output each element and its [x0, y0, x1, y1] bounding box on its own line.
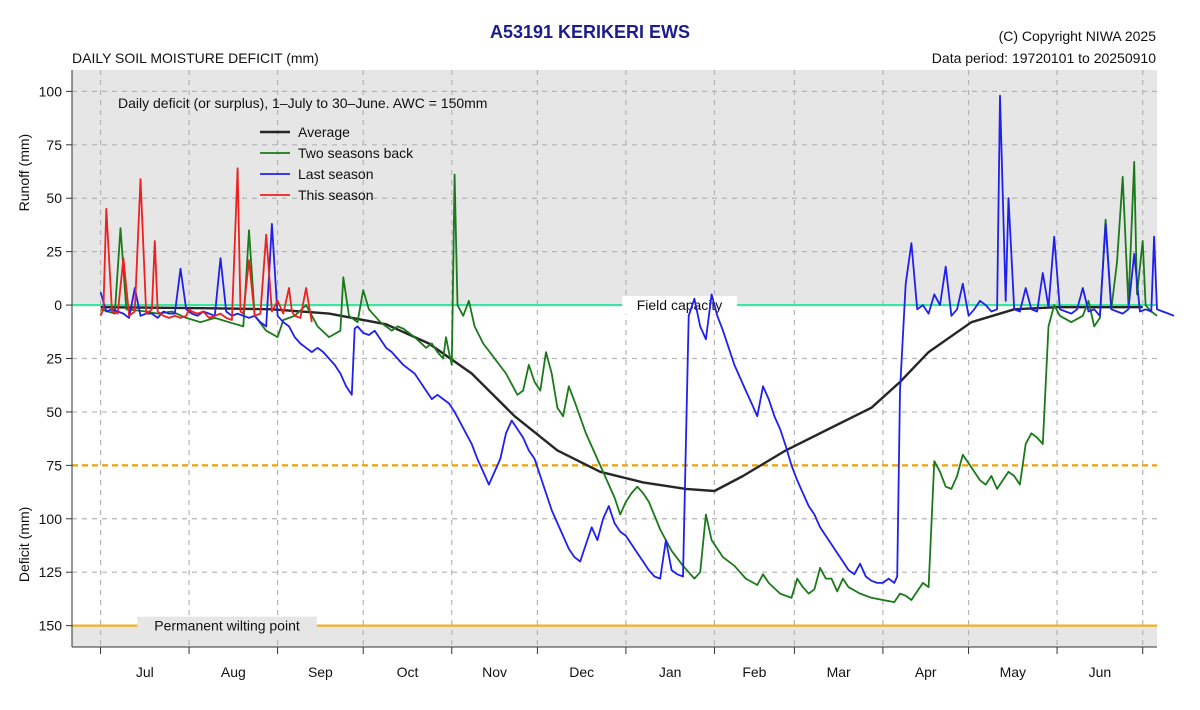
reference-label: Field capacity	[637, 297, 723, 313]
x-tick-label: Dec	[569, 664, 594, 680]
y-tick-label: 100	[39, 511, 63, 527]
legend-label: Average	[298, 124, 350, 140]
reference-label-bg	[137, 616, 317, 635]
x-tick-label: Jul	[136, 664, 154, 680]
y-tick-label: 50	[46, 190, 62, 206]
y-tick-label: 75	[46, 457, 62, 473]
legend-label: Two seasons back	[298, 145, 414, 161]
chart-annotation: Daily deficit (or surplus), 1–July to 30…	[118, 95, 487, 111]
x-tick-label: Aug	[221, 664, 246, 680]
y-tick-label: 125	[39, 564, 63, 580]
y-tick-label: 50	[46, 404, 62, 420]
x-tick-label: Jun	[1089, 664, 1112, 680]
series-line-this-season	[99, 167, 313, 323]
legend-label: Last season	[298, 166, 374, 182]
series-line-two-seasons-back	[100, 160, 1158, 603]
reference-label-bg	[622, 296, 737, 315]
x-tick-label: Sep	[308, 664, 333, 680]
x-tick-label: Nov	[482, 664, 507, 680]
series-line-average	[100, 306, 1143, 493]
y-tick-label: 75	[46, 137, 62, 153]
data-period-text: Data period: 19720101 to 20250910	[931, 50, 1156, 66]
y-axis-title-runoff: Runoff (mm)	[16, 134, 32, 212]
x-tick-label: Mar	[827, 664, 851, 680]
y-tick-label: 150	[39, 618, 63, 634]
below-wilting-region	[72, 625, 1157, 647]
chart-subtitle: DAILY SOIL MOISTURE DEFICIT (mm)	[72, 50, 319, 66]
chart-title: A53191 KERIKERI EWS	[489, 22, 691, 42]
reference-label: Permanent wilting point	[154, 618, 300, 634]
y-tick-label: 100	[39, 83, 63, 99]
series-line-last-season	[99, 94, 1175, 584]
x-tick-label: Jan	[659, 664, 682, 680]
x-tick-label: Oct	[397, 664, 419, 680]
y-tick-label: 0	[54, 297, 62, 313]
y-tick-label: 25	[46, 244, 62, 260]
x-tick-label: May	[1000, 664, 1026, 680]
y-axis-title-deficit: Deficit (mm)	[16, 507, 32, 582]
legend-label: This season	[298, 187, 373, 203]
x-tick-label: Apr	[915, 664, 937, 680]
y-tick-label: 25	[46, 351, 62, 367]
runoff-region	[72, 70, 1157, 306]
x-tick-label: Feb	[742, 664, 766, 680]
copyright-text: (C) Copyright NIWA 2025	[998, 28, 1156, 44]
